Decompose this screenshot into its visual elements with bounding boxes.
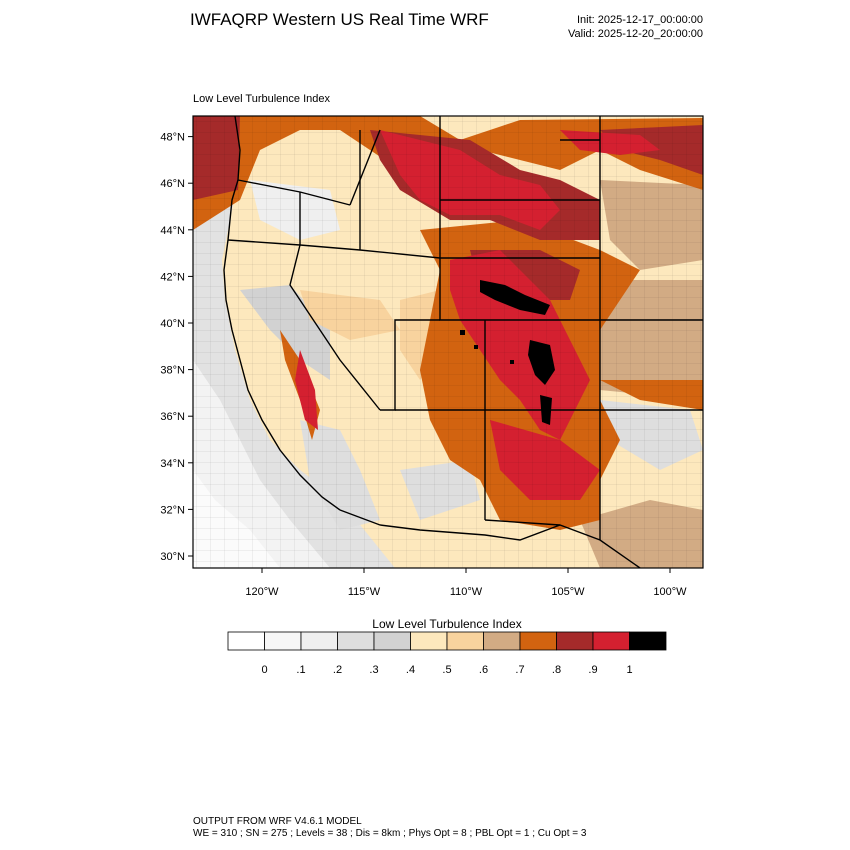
lat-tick-label: 42°N <box>160 271 185 283</box>
lat-tick-label: 32°N <box>160 504 185 516</box>
colorbar-swatch <box>556 631 594 651</box>
lat-tick-label: 36°N <box>160 411 185 423</box>
colorbar-swatch <box>519 631 557 651</box>
state-boundaries <box>223 116 703 568</box>
colorbar: 0 .1 .2 .3 .4 .5 .6 .7 .8 .9 1 <box>227 631 667 676</box>
map-field <box>193 116 703 568</box>
colorbar-label: .7 <box>515 664 524 676</box>
colorbar-label: .2 <box>333 664 342 676</box>
footer-config: WE = 310 ; SN = 275 ; Levels = 38 ; Dis … <box>193 828 587 839</box>
colorbar-label: .9 <box>588 664 597 676</box>
lon-tick-label: 120°W <box>245 586 279 598</box>
colorbar-swatch <box>264 631 302 651</box>
lat-tick-label: 44°N <box>160 225 185 237</box>
colorbar-swatch <box>410 631 448 651</box>
lon-tick-label: 110°W <box>450 586 483 598</box>
footer-model: OUTPUT FROM WRF V4.6.1 MODEL <box>193 816 362 827</box>
colorbar-swatch <box>483 631 521 651</box>
lon-tick-label: 100°W <box>653 586 687 598</box>
lat-tick-label: 34°N <box>160 458 185 470</box>
init-time: Init: 2025-12-17_00:00:00 <box>577 14 703 26</box>
colorbar-label: .4 <box>406 664 415 676</box>
colorbar-label: 0 <box>261 664 267 676</box>
lat-tick-label: 40°N <box>160 318 185 330</box>
lat-tick-label: 46°N <box>160 178 185 190</box>
colorbar-title: Low Level Turbulence Index <box>372 617 522 631</box>
colorbar-label: .3 <box>369 664 378 676</box>
colorbar-swatch <box>337 631 375 651</box>
colorbar-label: .8 <box>552 664 561 676</box>
colorbar-swatch <box>373 631 411 651</box>
plot-subtitle: Low Level Turbulence Index <box>193 93 330 105</box>
lon-tick-label: 115°W <box>348 586 381 598</box>
lon-tick-label: 105°W <box>551 586 585 598</box>
longitude-axis: 120°W 115°W 110°W 105°W 100°W <box>245 568 687 598</box>
main-title: IWFAQRP Western US Real Time WRF <box>190 10 489 29</box>
colorbar-swatch <box>227 631 265 651</box>
lat-tick-label: 48°N <box>160 132 185 144</box>
lat-tick-label: 30°N <box>160 551 185 563</box>
colorbar-swatch <box>592 631 630 651</box>
colorbar-swatch <box>629 631 667 651</box>
colorbar-swatch <box>446 631 484 651</box>
colorbar-label: .5 <box>442 664 451 676</box>
colorbar-label: .1 <box>296 664 305 676</box>
colorbar-label: .6 <box>479 664 488 676</box>
map-frame <box>192 115 704 569</box>
latitude-axis: 30°N 32°N 34°N 36°N 38°N 40°N 42°N 44°N 46°N 48°N <box>160 132 193 563</box>
valid-time: Valid: 2025-12-20_20:00:00 <box>568 28 703 40</box>
colorbar-label: 1 <box>626 664 632 676</box>
lat-tick-label: 38°N <box>160 365 185 377</box>
colorbar-swatch <box>300 631 338 651</box>
